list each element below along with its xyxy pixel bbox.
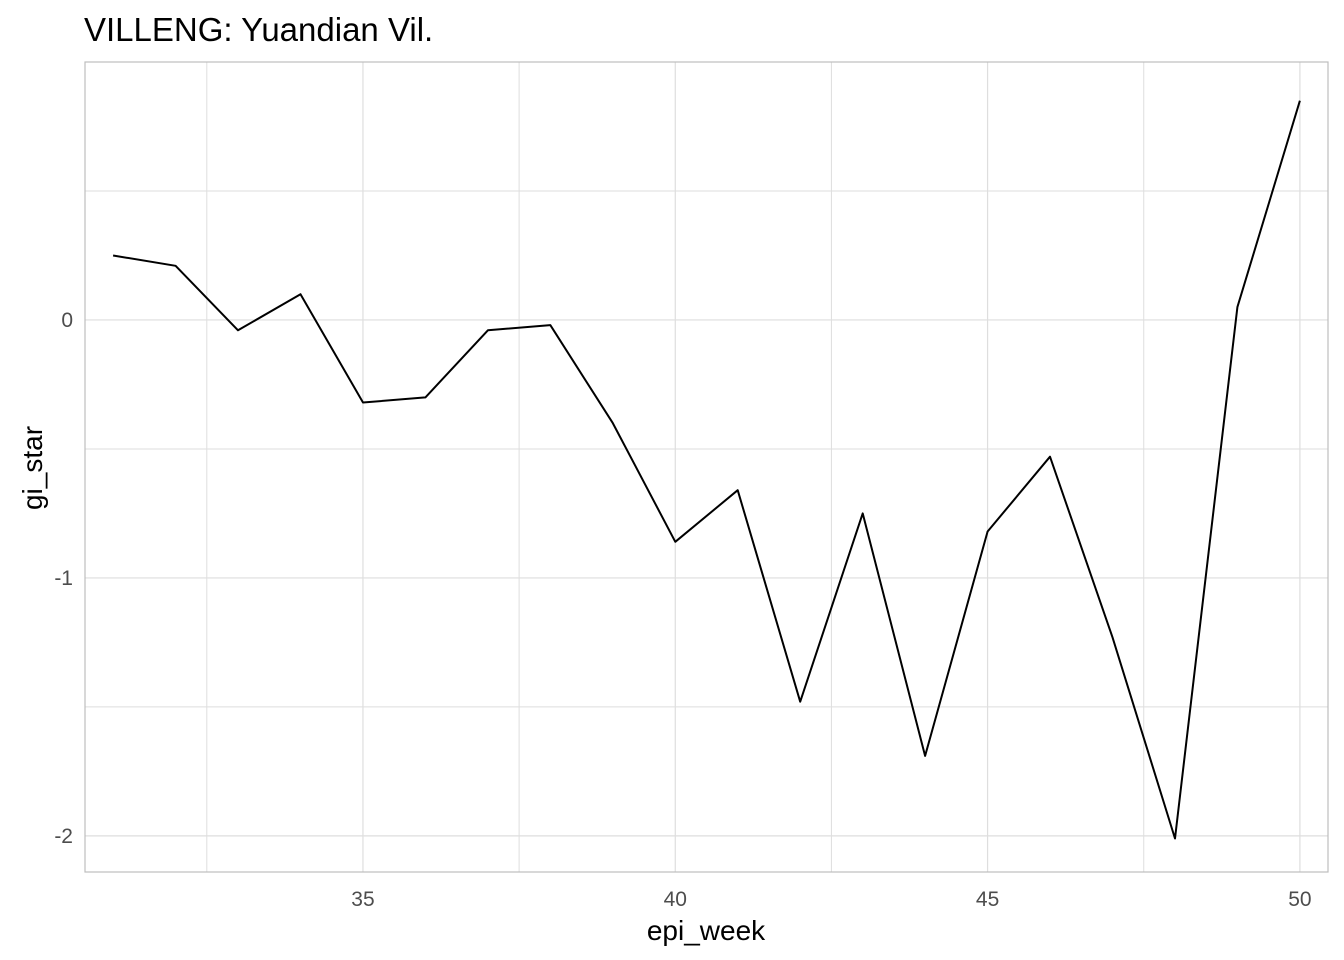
x-tick-label: 45 <box>976 888 999 911</box>
x-tick-label: 40 <box>664 888 687 911</box>
chart-title: VILLENG: Yuandian Vil. <box>84 11 433 48</box>
grid-lines <box>85 62 1328 872</box>
x-tick-label: 35 <box>351 888 374 911</box>
y-tick-label: -1 <box>54 567 73 590</box>
panel-border <box>84 61 1329 873</box>
y-tick-label: 0 <box>61 309 73 332</box>
x-axis-ticks: 35 40 45 50 <box>351 888 1311 911</box>
x-tick-label: 50 <box>1288 888 1311 911</box>
y-axis-ticks: 0 -1 -2 <box>54 309 73 848</box>
y-axis-title: gi_star <box>17 426 48 510</box>
y-tick-label: -2 <box>54 825 73 848</box>
x-axis-title: epi_week <box>647 915 766 946</box>
series-line <box>112 100 1301 840</box>
series-layer <box>112 100 1301 840</box>
